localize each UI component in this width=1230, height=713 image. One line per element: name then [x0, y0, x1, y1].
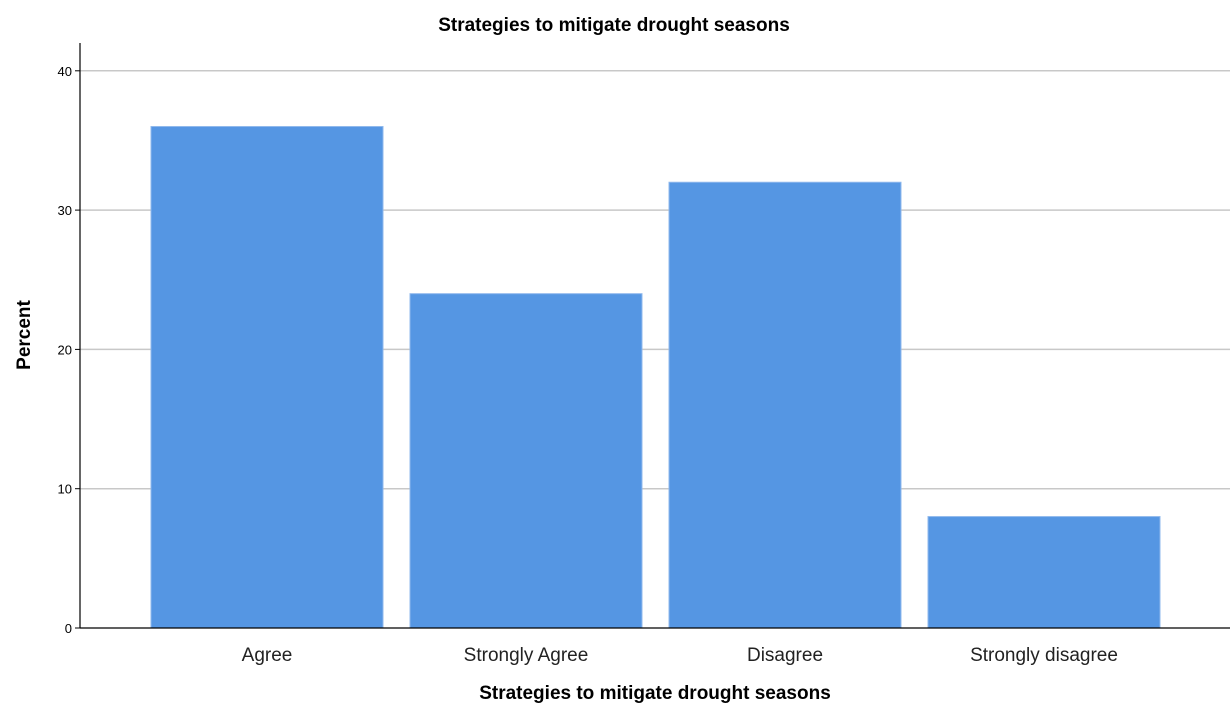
y-tick-label: 10	[58, 482, 72, 497]
chart-title: Strategies to mitigate drought seasons	[438, 15, 790, 36]
x-tick-label: Agree	[242, 645, 293, 666]
y-axis-title: Percent	[14, 299, 35, 369]
x-tick-label: Strongly disagree	[970, 645, 1118, 666]
y-tick-label: 0	[65, 621, 72, 636]
x-tick-labels: Agree Strongly Agree Disagree Strongly disa…	[242, 645, 1118, 666]
x-tick-label: Strongly Agree	[464, 645, 589, 666]
bar-disagree	[668, 181, 902, 629]
bar-strongly-agree	[409, 293, 643, 629]
x-axis-title: Strategies to mitigate drought seasons	[479, 683, 831, 704]
y-tick-labels: 0 10 20 30 40	[58, 64, 72, 636]
bar-strongly-disagree	[927, 516, 1161, 629]
x-tick-label: Disagree	[747, 645, 823, 666]
y-tick-label: 40	[58, 64, 72, 79]
y-tick-label: 20	[58, 342, 72, 357]
y-tick-label: 30	[58, 203, 72, 218]
axes	[75, 43, 1230, 629]
bars	[150, 126, 1161, 629]
bar-agree	[150, 126, 384, 629]
